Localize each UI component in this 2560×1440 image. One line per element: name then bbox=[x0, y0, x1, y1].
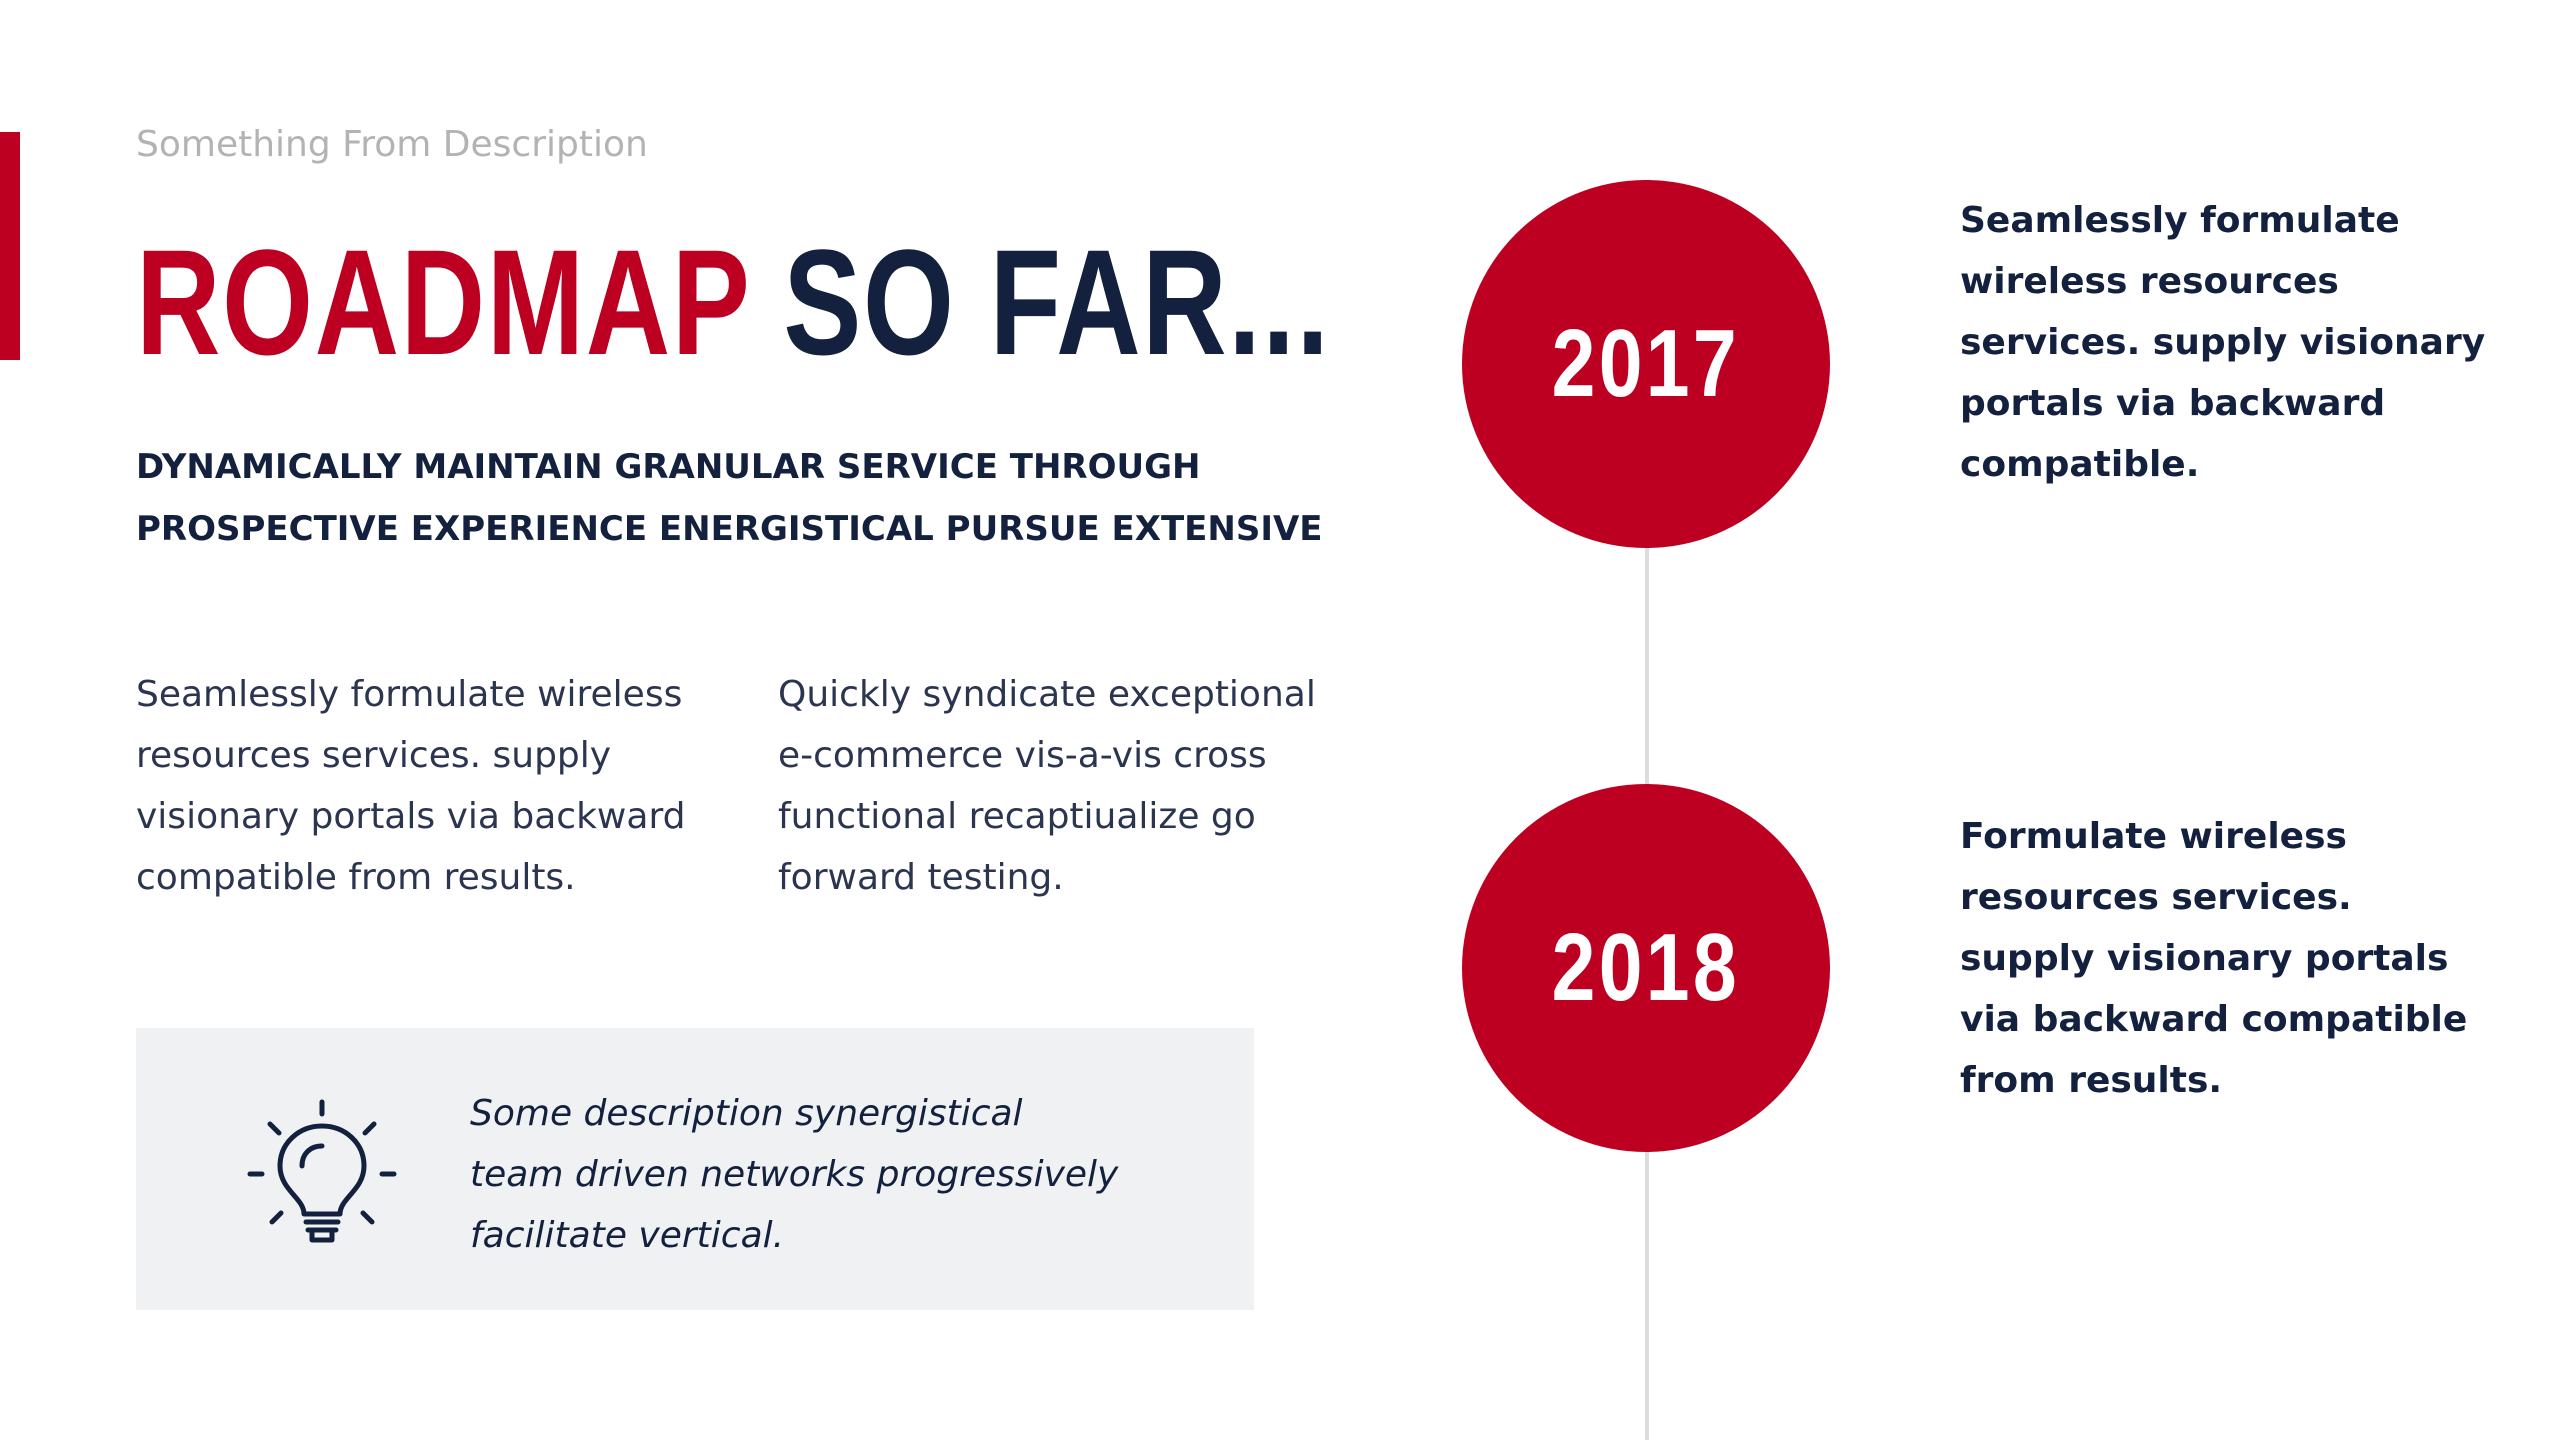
event-line: from results. bbox=[1960, 1060, 2223, 1101]
year-label: 2017 bbox=[1551, 310, 1741, 417]
tip-line: team driven networks progressively bbox=[470, 1154, 1119, 1195]
text-line: forward testing. bbox=[778, 857, 1064, 898]
lead-heading: DYNAMICALLY MAINTAIN GRANULAR SERVICE TH… bbox=[136, 436, 1336, 560]
event-line: services. supply visionary bbox=[1960, 322, 2486, 363]
tip-text: Some description synergistical team driv… bbox=[470, 1083, 1118, 1266]
event-description-2017: Seamlessly formulate wireless resources … bbox=[1960, 190, 2485, 495]
tip-line: Some description synergistical bbox=[470, 1093, 1023, 1134]
event-line: wireless resources bbox=[1960, 261, 2339, 302]
text-line: Seamlessly formulate wireless bbox=[136, 674, 683, 715]
tip-box: Some description synergistical team driv… bbox=[136, 1028, 1254, 1310]
event-description-2018: Formulate wireless resources services. s… bbox=[1960, 806, 2467, 1111]
tip-line: facilitate vertical. bbox=[470, 1215, 785, 1256]
text-line: functional recaptiualize go bbox=[778, 796, 1256, 837]
year-circle-2017: 2017 bbox=[1462, 180, 1830, 548]
text-line: visionary portals via backward bbox=[136, 796, 686, 837]
text-line: resources services. supply bbox=[136, 735, 612, 776]
text-line: compatible from results. bbox=[136, 857, 576, 898]
text-line: Quickly syndicate exceptional bbox=[778, 674, 1316, 715]
event-line: Formulate wireless bbox=[1960, 816, 2347, 857]
text-line: e-commerce vis-a-vis cross bbox=[778, 735, 1267, 776]
title-rest: SO FAR... bbox=[783, 218, 1331, 386]
lightbulb-icon bbox=[247, 1099, 397, 1243]
event-line: supply visionary portals bbox=[1960, 938, 2449, 979]
right-column-text: Quickly syndicate exceptional e-commerce… bbox=[778, 664, 1316, 908]
event-line: compatible. bbox=[1960, 444, 2200, 485]
event-line: portals via backward bbox=[1960, 383, 2386, 424]
year-label: 2018 bbox=[1551, 914, 1741, 1021]
accent-bar bbox=[0, 132, 20, 360]
page-subtitle: Something From Description bbox=[136, 124, 648, 165]
title-highlight: ROADMAP bbox=[136, 218, 750, 386]
event-line: Seamlessly formulate bbox=[1960, 200, 2400, 241]
left-column-text: Seamlessly formulate wireless resources … bbox=[136, 664, 685, 908]
event-line: resources services. bbox=[1960, 877, 2352, 918]
page-title: ROADMAP SO FAR... bbox=[136, 222, 1330, 382]
lead-line: PROSPECTIVE EXPERIENCE ENERGISTICAL PURS… bbox=[136, 509, 1323, 549]
year-circle-2018: 2018 bbox=[1462, 784, 1830, 1152]
event-line: via backward compatible bbox=[1960, 999, 2468, 1040]
lead-line: DYNAMICALLY MAINTAIN GRANULAR SERVICE TH… bbox=[136, 447, 1201, 487]
